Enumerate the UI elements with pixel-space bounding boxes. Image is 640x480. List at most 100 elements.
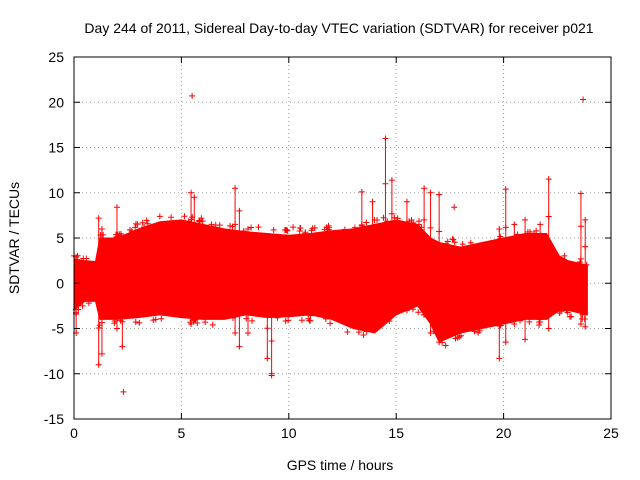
- band-fringe-point: [202, 319, 209, 326]
- band-fringe-point: [410, 219, 417, 226]
- band-fringe-point: [80, 255, 87, 262]
- band-fringe-point: [144, 220, 151, 227]
- spike-point: [436, 339, 443, 346]
- spike-point: [522, 216, 529, 223]
- band-fringe-point: [564, 309, 571, 316]
- spike-point: [95, 325, 102, 332]
- spike-point: [427, 224, 434, 231]
- band-fringe-point: [415, 309, 422, 316]
- spike-point: [382, 135, 389, 142]
- y-tick-label: 15: [48, 140, 64, 156]
- band-fringe-point: [198, 215, 205, 222]
- band-fringe-point: [240, 228, 247, 235]
- band-fringe-point: [581, 316, 588, 323]
- spike-point: [264, 325, 271, 332]
- band-fringe-point: [309, 225, 316, 232]
- band-fringe-point: [132, 319, 139, 326]
- band-fringe-point: [128, 228, 135, 235]
- band-fringe-point: [442, 342, 449, 349]
- spike-point: [232, 185, 239, 192]
- band-fringe-point: [374, 216, 381, 223]
- band-fringe-point: [561, 252, 568, 259]
- spike-point: [511, 320, 518, 327]
- band-fringe-point: [143, 217, 150, 224]
- spike-point: [502, 224, 509, 231]
- band-fringe-point: [430, 328, 437, 335]
- spike-point: [427, 189, 434, 196]
- band-fringe-point: [141, 224, 148, 231]
- spike-point: [496, 225, 503, 232]
- band-fringe-point: [249, 317, 256, 324]
- band-fringe-point: [158, 315, 165, 322]
- spike-point: [582, 243, 589, 250]
- band-fringe-point: [85, 300, 92, 307]
- spike-point: [232, 330, 239, 337]
- band-fringe-point: [363, 328, 370, 335]
- y-tick-label: 10: [48, 185, 64, 201]
- x-tick-label: 5: [178, 425, 186, 441]
- band-fringe-point: [514, 231, 521, 238]
- spike-point: [522, 336, 529, 343]
- outlier-point: [268, 372, 275, 379]
- band-fringe-point: [451, 239, 458, 246]
- spike-point: [388, 177, 395, 184]
- band-fringe-point: [255, 224, 262, 231]
- band-fringe-point: [418, 224, 425, 231]
- band-fringe-point: [450, 236, 457, 243]
- spike-point: [436, 191, 443, 198]
- spike-point: [403, 307, 410, 314]
- spike-point: [537, 316, 544, 323]
- spike-point: [511, 221, 518, 228]
- band-fringe-point: [409, 306, 416, 313]
- band-fringe-point: [443, 240, 450, 247]
- band-fringe-point: [209, 321, 216, 328]
- band-fringe-point: [194, 319, 201, 326]
- band-fringe-point: [517, 317, 524, 324]
- spike-point: [358, 188, 365, 195]
- band-fringe-point: [134, 221, 141, 228]
- spike-point: [582, 323, 589, 330]
- band-fringe-point: [216, 222, 223, 229]
- outlier-point: [451, 204, 458, 211]
- spike-point: [236, 207, 243, 214]
- band-fringe-point: [497, 233, 504, 240]
- spike-point: [421, 216, 428, 223]
- outlier-point: [580, 96, 587, 103]
- spike-point: [358, 221, 365, 228]
- x-axis-title: GPS time / hours: [287, 457, 394, 473]
- spike-point: [98, 350, 105, 357]
- spike-point: [537, 221, 544, 228]
- data-layer: [71, 92, 590, 395]
- band-fringe-point: [139, 219, 146, 226]
- spike-point: [582, 216, 589, 223]
- spike-point: [403, 198, 410, 205]
- band-fringe-point: [156, 213, 163, 220]
- spike-point: [191, 194, 198, 201]
- outlier-point: [189, 92, 196, 99]
- band-fringe-point: [452, 335, 459, 342]
- band-fringe-point: [100, 231, 107, 238]
- spike-point: [98, 319, 105, 326]
- outlier-point: [120, 388, 127, 395]
- data-band: [73, 219, 588, 343]
- spike-point: [577, 255, 584, 262]
- y-tick-label: -15: [44, 411, 64, 427]
- band-fringe-point: [326, 224, 333, 231]
- x-tick-label: 10: [281, 425, 297, 441]
- band-fringe-point: [322, 315, 329, 322]
- spike-point: [545, 213, 552, 220]
- band-fringe-point: [152, 316, 159, 323]
- x-tick-label: 25: [603, 425, 619, 441]
- spike-point: [95, 361, 102, 368]
- spike-point: [95, 215, 102, 222]
- band-fringe-point: [274, 314, 281, 321]
- band-fringe-point: [351, 224, 358, 231]
- band-fringe-point: [168, 214, 175, 221]
- band-fringe-point: [415, 218, 422, 225]
- y-tick-label: 5: [56, 230, 64, 246]
- spike-point: [113, 325, 120, 332]
- spike-point: [577, 223, 584, 230]
- band-fringe-point: [458, 332, 465, 339]
- spike-point: [496, 323, 503, 330]
- spike-point: [382, 180, 389, 187]
